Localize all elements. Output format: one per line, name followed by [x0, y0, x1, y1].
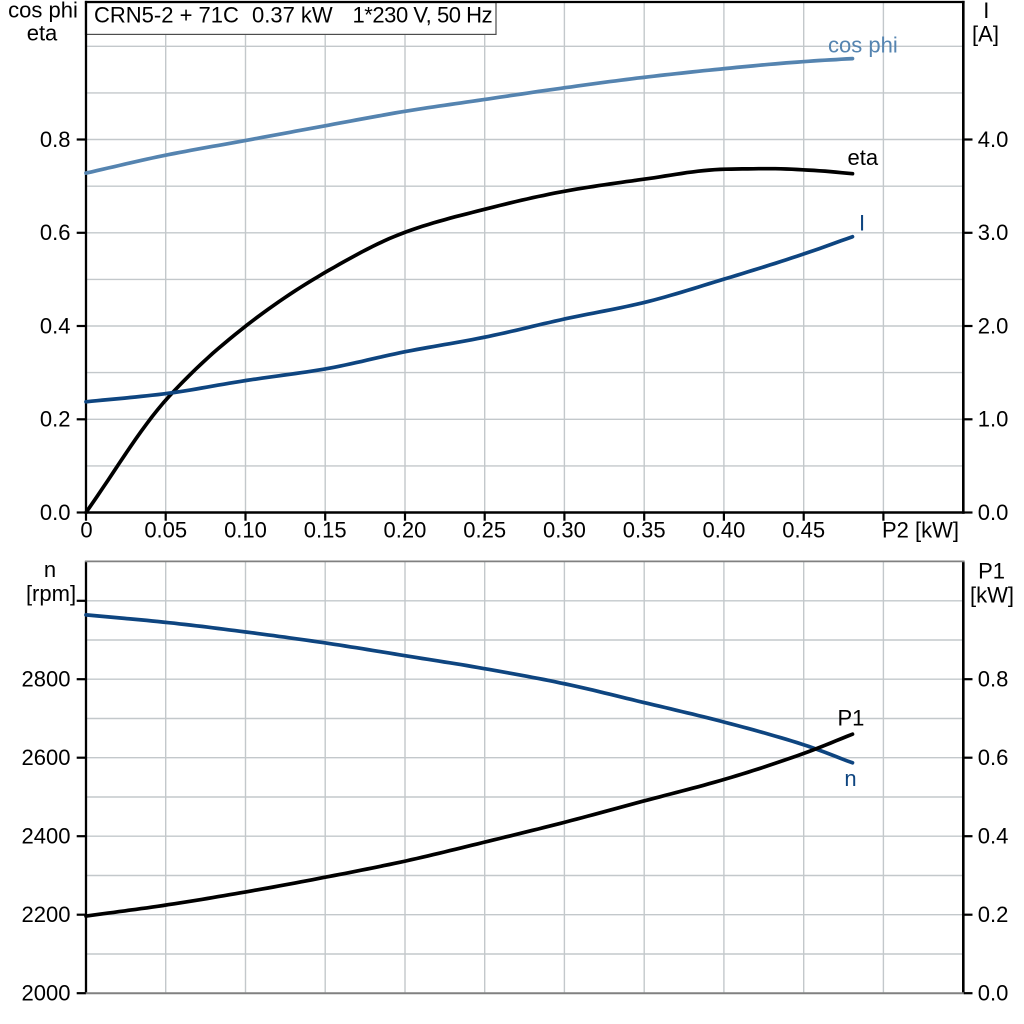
svg-text:[A]: [A]	[972, 21, 999, 46]
svg-text:CRN5-2 + 71C: CRN5-2 + 71C	[94, 2, 239, 27]
svg-text:2400: 2400	[22, 824, 71, 849]
svg-text:2.0: 2.0	[978, 313, 1009, 338]
svg-text:I: I	[983, 0, 989, 23]
svg-text:1*230 V, 50 Hz: 1*230 V, 50 Hz	[353, 2, 493, 27]
svg-text:0.0: 0.0	[978, 981, 1009, 1006]
svg-text:0: 0	[80, 517, 92, 542]
svg-text:3.0: 3.0	[978, 220, 1009, 245]
svg-text:0.6: 0.6	[40, 220, 71, 245]
svg-text:0.15: 0.15	[304, 517, 347, 542]
svg-text:2000: 2000	[22, 981, 71, 1006]
svg-text:0.40: 0.40	[703, 517, 746, 542]
svg-text:n: n	[44, 557, 56, 582]
svg-text:eta: eta	[848, 145, 879, 170]
svg-text:0.10: 0.10	[224, 517, 267, 542]
svg-text:0.6: 0.6	[978, 745, 1009, 770]
svg-text:2800: 2800	[22, 667, 71, 692]
svg-text:0.45: 0.45	[782, 517, 825, 542]
svg-text:cos phi: cos phi	[828, 33, 898, 58]
svg-text:0.25: 0.25	[463, 517, 506, 542]
svg-text:0.35: 0.35	[623, 517, 666, 542]
svg-text:0.8: 0.8	[978, 667, 1009, 692]
svg-text:0.8: 0.8	[40, 127, 71, 152]
svg-text:0.0: 0.0	[40, 500, 71, 525]
svg-text:0.30: 0.30	[543, 517, 586, 542]
svg-text:2200: 2200	[22, 902, 71, 927]
svg-text:n: n	[844, 766, 856, 791]
svg-text:P1: P1	[838, 706, 865, 731]
svg-text:I: I	[859, 211, 865, 236]
svg-text:0.0: 0.0	[978, 500, 1009, 525]
svg-text:0.37 kW: 0.37 kW	[252, 2, 333, 27]
svg-text:0.05: 0.05	[144, 517, 187, 542]
svg-text:P1: P1	[978, 559, 1005, 584]
svg-text:1.0: 1.0	[978, 407, 1009, 432]
svg-text:4.0: 4.0	[978, 127, 1009, 152]
svg-text:P2 [kW]: P2 [kW]	[882, 518, 959, 543]
svg-text:eta: eta	[27, 21, 58, 46]
svg-text:0.20: 0.20	[384, 517, 427, 542]
svg-text:[rpm]: [rpm]	[26, 581, 76, 606]
svg-text:0.4: 0.4	[40, 313, 71, 338]
svg-text:cos phi: cos phi	[8, 0, 78, 22]
svg-text:0.2: 0.2	[978, 902, 1009, 927]
svg-text:2600: 2600	[22, 745, 71, 770]
svg-text:0.4: 0.4	[978, 824, 1009, 849]
svg-text:[kW]: [kW]	[970, 583, 1014, 608]
svg-text:0.2: 0.2	[40, 407, 71, 432]
